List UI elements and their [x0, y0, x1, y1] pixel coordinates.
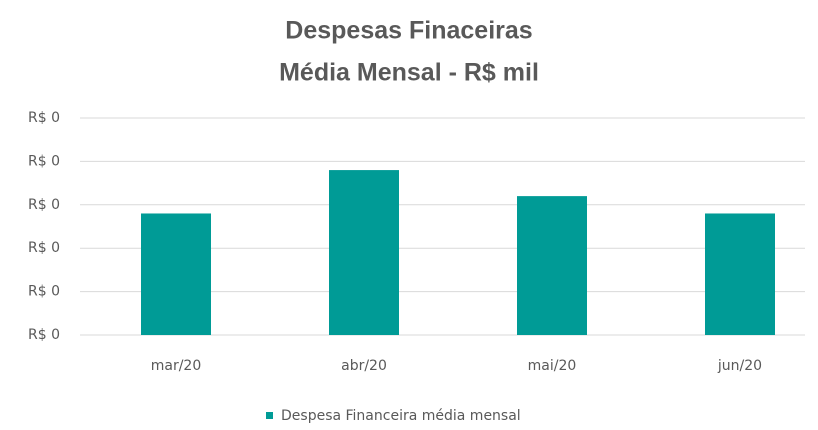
chart-title: Despesas Finaceiras [285, 17, 532, 45]
x-tick-label: mar/20 [151, 358, 202, 374]
x-tick-label: jun/20 [717, 358, 762, 374]
bar [329, 170, 399, 335]
x-tick-label: abr/20 [341, 358, 387, 374]
y-tick-label: R$ 0 [28, 327, 60, 343]
y-tick-label: R$ 0 [28, 153, 60, 169]
y-tick-label: R$ 0 [28, 240, 60, 256]
legend-label: Despesa Financeira média mensal [281, 408, 521, 424]
y-tick-label: R$ 0 [28, 197, 60, 213]
y-tick-label: R$ 0 [28, 110, 60, 126]
bar [517, 196, 587, 335]
bar [705, 213, 775, 335]
x-tick-label: mai/20 [528, 358, 577, 374]
y-tick-label: R$ 0 [28, 284, 60, 300]
bar [141, 213, 211, 335]
legend-swatch [266, 412, 273, 419]
chart-title: Média Mensal - R$ mil [279, 59, 539, 87]
